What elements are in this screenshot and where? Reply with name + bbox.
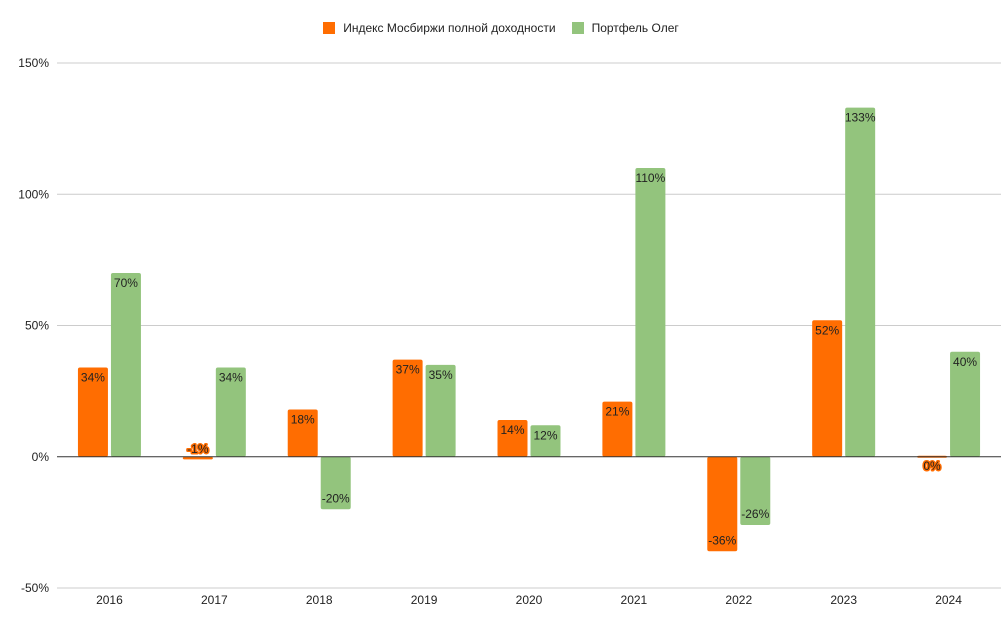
- bar-index-2023[interactable]: [812, 320, 843, 457]
- data-label: 70%: [114, 276, 138, 290]
- data-label: 52%: [815, 323, 839, 337]
- bar-index-2019[interactable]: [392, 359, 423, 457]
- data-labels-group: 34% 70% -1% 34% 18% -20% 37% 35% 14% 12% 21% 110% -3…: [81, 111, 977, 548]
- bar-index-2016[interactable]: [77, 367, 108, 457]
- bar-portfolio-2022[interactable]: [740, 456, 771, 525]
- x-tick-label: 2021: [621, 593, 648, 607]
- data-label: 12%: [533, 428, 557, 442]
- x-tick-label: 2016: [96, 593, 123, 607]
- legend-item-portfolio[interactable]: Портфель Олег: [571, 21, 679, 35]
- data-label: 21%: [605, 405, 629, 419]
- legend-label-index: Индекс Мосбиржи полной доходности: [343, 21, 556, 35]
- y-tick-label: 50%: [25, 319, 49, 333]
- data-label: -26%: [741, 507, 769, 521]
- bar-index-2021[interactable]: [602, 401, 633, 457]
- data-label: 37%: [396, 363, 420, 377]
- y-tick-label: 150%: [18, 56, 49, 70]
- data-label: 133%: [845, 111, 876, 125]
- x-tick-label: 2023: [830, 593, 857, 607]
- bar-index-2020[interactable]: [497, 420, 528, 457]
- data-label: -1%: [187, 442, 209, 456]
- data-label: -36%: [708, 533, 736, 547]
- x-tick-label: 2018: [306, 593, 333, 607]
- data-label: 40%: [953, 355, 977, 369]
- x-tick-label: 2019: [411, 593, 438, 607]
- bar-index-2018[interactable]: [287, 409, 318, 457]
- axes-group: 150% 100% 50% 0% -50% 2016 2017 2018 2019 2020 202…: [18, 56, 1001, 607]
- bar-index-2017[interactable]: [182, 456, 213, 460]
- bar-portfolio-2016[interactable]: [110, 273, 141, 457]
- data-label: 18%: [291, 413, 315, 427]
- x-tick-label: 2020: [516, 593, 543, 607]
- y-tick-label: 100%: [18, 187, 49, 201]
- data-label: 35%: [429, 368, 453, 382]
- x-tick-label: 2024: [935, 593, 962, 607]
- legend-swatch-portfolio: [571, 22, 584, 34]
- y-tick-label: -50%: [21, 581, 49, 595]
- data-label: -20%: [322, 491, 350, 505]
- bar-portfolio-2019[interactable]: [425, 364, 456, 457]
- data-label: 34%: [81, 371, 105, 385]
- data-label: 0%: [923, 459, 941, 473]
- bar-portfolio-2017[interactable]: [215, 367, 246, 457]
- legend-label-portfolio: Портфель Олег: [591, 21, 679, 35]
- bar-portfolio-2018[interactable]: [320, 456, 351, 510]
- y-tick-label: 0%: [32, 450, 50, 464]
- bar-portfolio-2020[interactable]: [530, 425, 561, 457]
- legend: Индекс Мосбиржи полной доходности Портфе…: [0, 21, 1002, 35]
- data-label: 110%: [635, 171, 665, 185]
- legend-swatch-index: [323, 22, 336, 34]
- bar-portfolio-2024[interactable]: [950, 351, 981, 457]
- legend-item-index[interactable]: Индекс Мосбиржи полной доходности: [323, 21, 556, 35]
- bar-portfolio-2023[interactable]: [845, 107, 876, 457]
- x-tick-label: 2022: [725, 593, 752, 607]
- bar-portfolio-2021[interactable]: [635, 168, 666, 457]
- gridlines: [57, 62, 1001, 589]
- bar-index-2022[interactable]: [707, 456, 738, 552]
- data-label: 34%: [219, 371, 243, 385]
- x-tick-label: 2017: [201, 593, 228, 607]
- data-label: 14%: [500, 423, 524, 437]
- bars-group: [77, 107, 981, 552]
